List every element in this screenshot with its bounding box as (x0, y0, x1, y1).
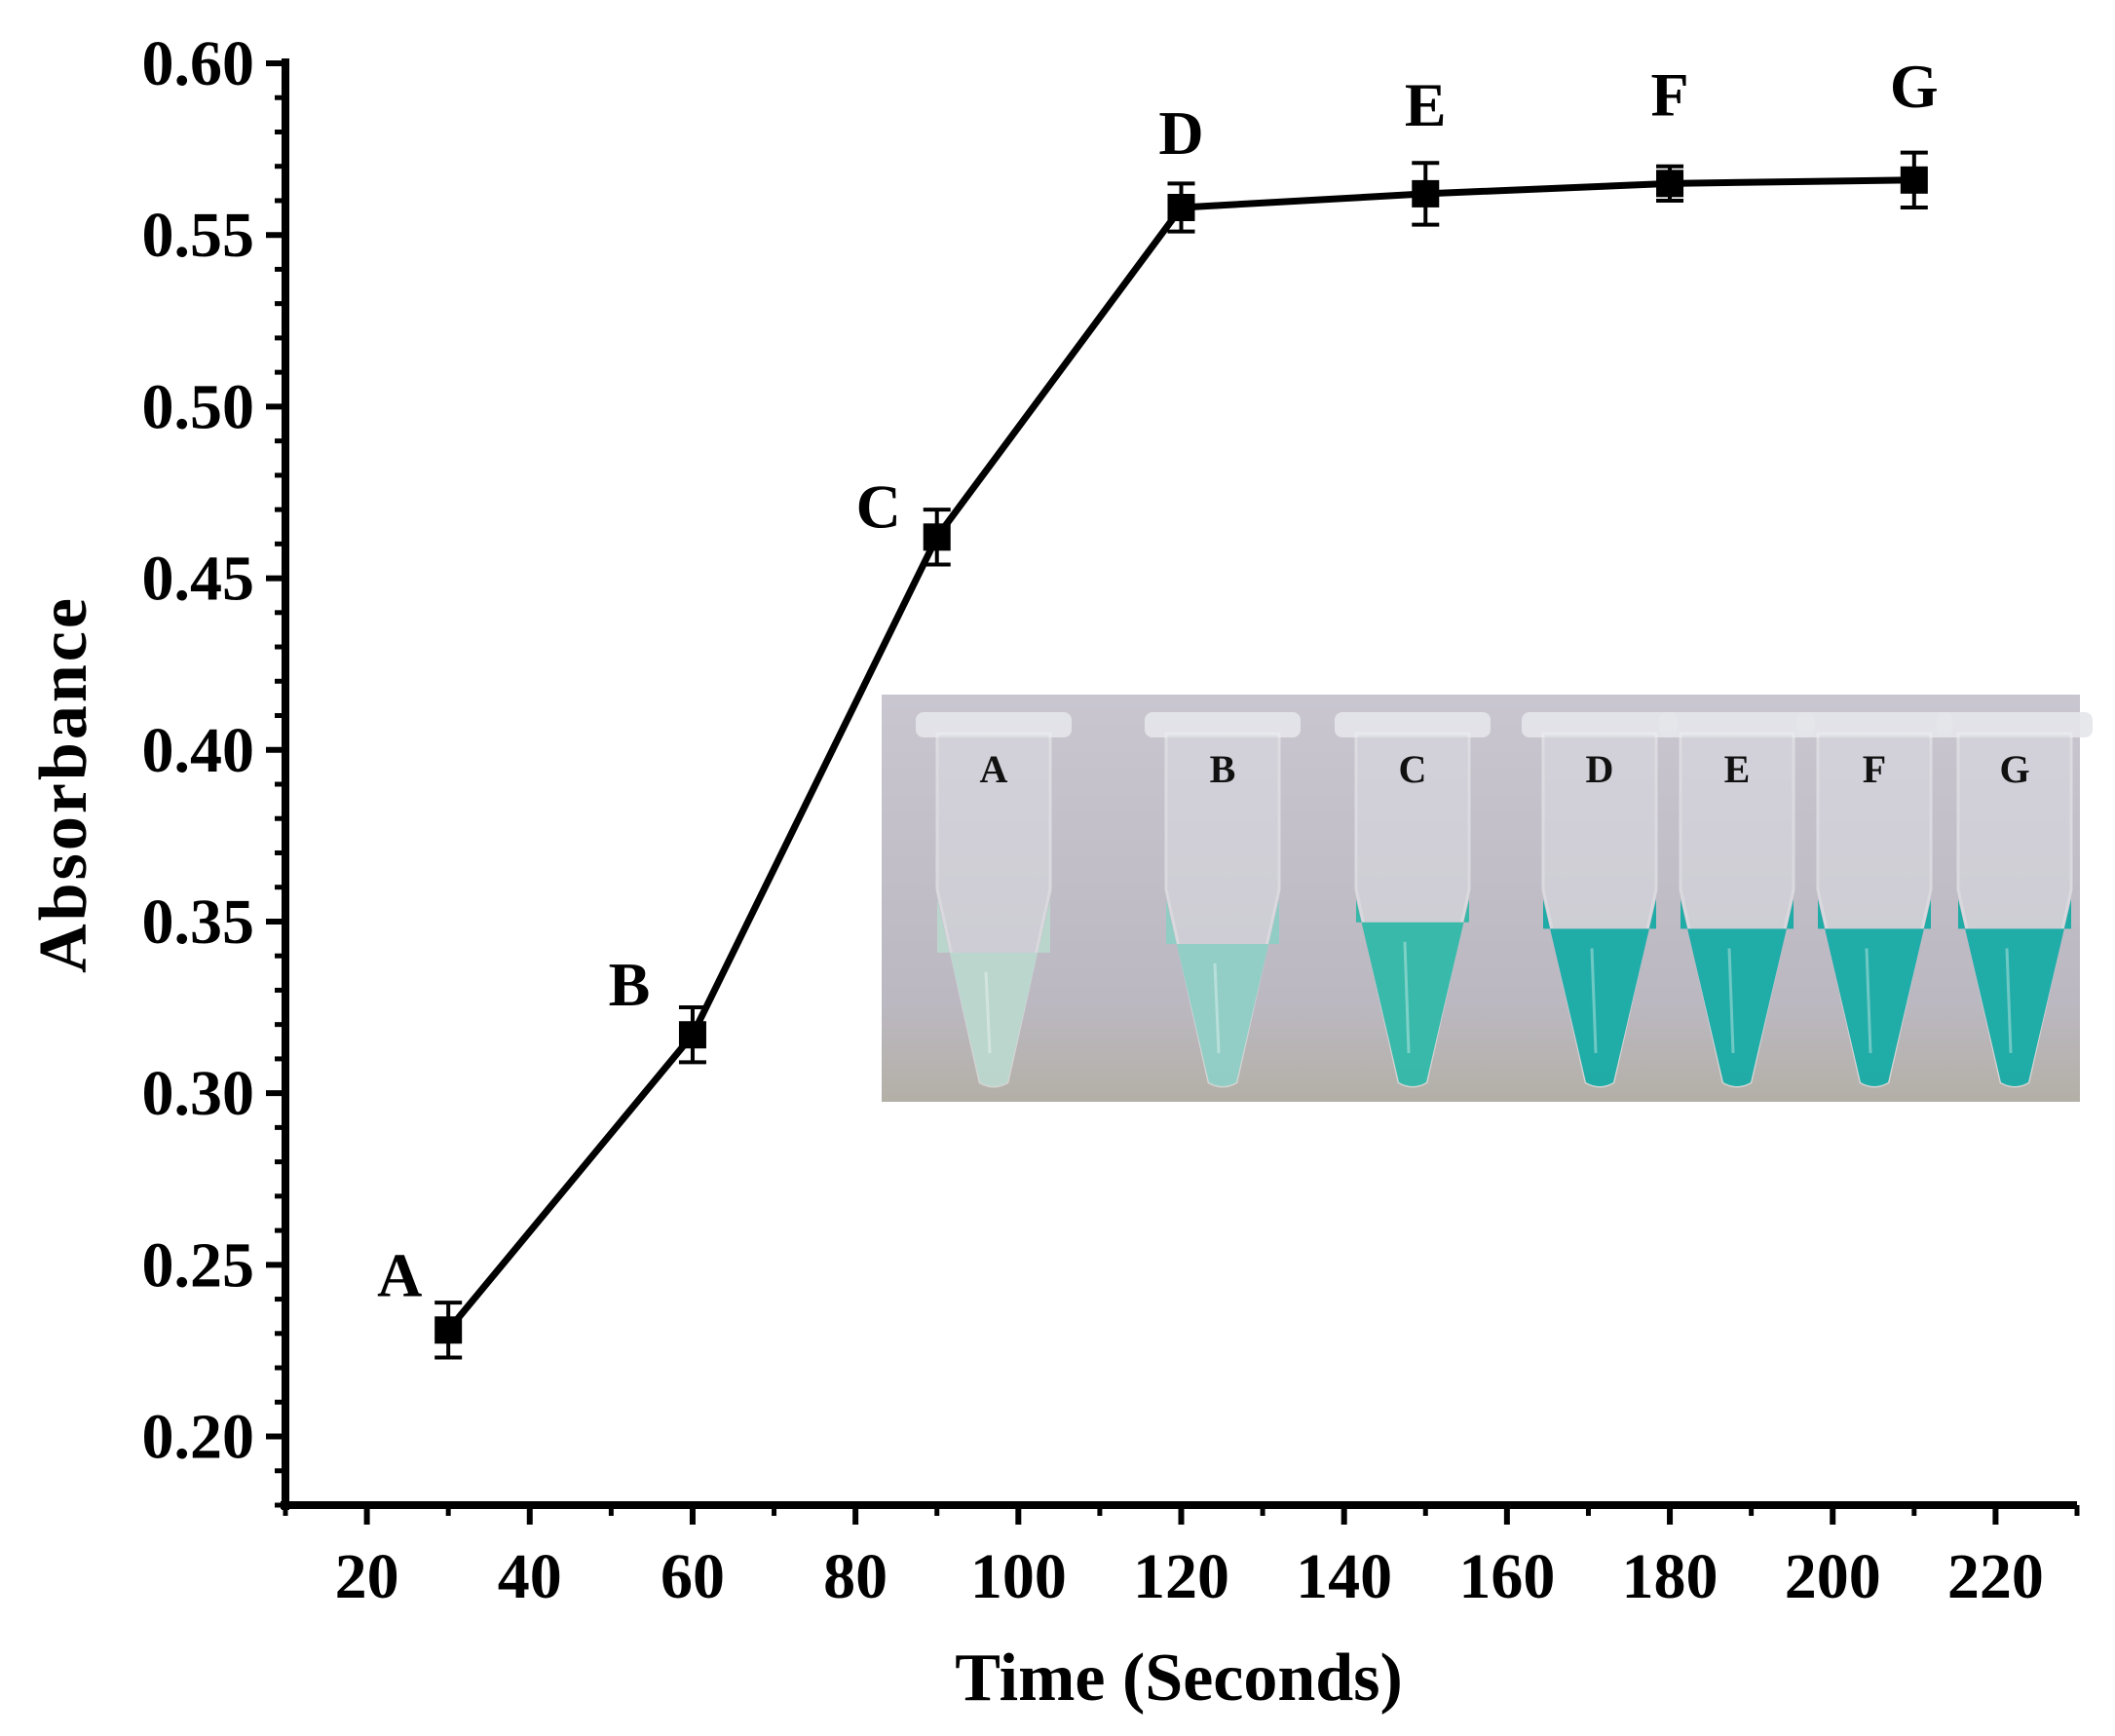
tube-cap (1937, 712, 2093, 737)
y-tick-label: 0.60 (142, 28, 255, 99)
data-point (1412, 179, 1440, 208)
data-point (923, 523, 951, 551)
series-absorbance: A B C D E F G (377, 52, 1939, 1360)
x-tick-label: 140 (1296, 1541, 1392, 1612)
tube-cap (1522, 712, 1678, 737)
tube-label: A (980, 747, 1008, 791)
data-point (1900, 166, 1928, 194)
point-label: G (1890, 52, 1939, 121)
tube-liquid (1958, 899, 2071, 1086)
tube-highlight (1590, 948, 1598, 1054)
tube-cap (916, 712, 1072, 737)
y-tick-label: 0.45 (142, 544, 255, 615)
tube-cap (1335, 712, 1491, 737)
tube-cap (1659, 712, 1815, 737)
y-axis-title: Absorbance (26, 595, 101, 973)
y-tick-label: 0.40 (142, 715, 255, 786)
tube: A (916, 712, 1072, 1088)
y-tick-label: 0.35 (142, 887, 255, 958)
x-tick-label: 60 (661, 1541, 725, 1612)
data-point (1656, 170, 1684, 198)
x-tick-label: 180 (1622, 1541, 1718, 1612)
tube: G (1937, 712, 2093, 1088)
x-tick-label: 200 (1785, 1541, 1881, 1612)
x-tick-label: 160 (1458, 1541, 1555, 1612)
y-tick-label: 0.50 (142, 371, 255, 442)
y-tick-label: 0.25 (142, 1229, 255, 1301)
tube-cap (1796, 712, 1952, 737)
x-tick-label: 120 (1133, 1541, 1229, 1612)
tube-highlight (1865, 948, 1872, 1054)
tube: B (1145, 712, 1301, 1088)
y-tick-label: 0.30 (142, 1058, 255, 1129)
data-point (678, 1021, 706, 1049)
tube-label: B (1210, 747, 1236, 791)
x-axis-title: Time (Seconds) (955, 1641, 1403, 1716)
tube: C (1335, 712, 1491, 1088)
y-axis-ticks: 0.20 0.25 0.30 0.35 0.40 0.45 0.50 0.55 0.60 (142, 28, 285, 1508)
tube-liquid (1681, 899, 1794, 1086)
y-tick-label: 0.55 (142, 200, 255, 271)
tube-liquid (1818, 899, 1931, 1086)
x-tick-label: 80 (823, 1541, 888, 1612)
y-tick-label: 0.20 (142, 1402, 255, 1473)
tube: F (1796, 712, 1952, 1088)
x-tick-label: 40 (498, 1541, 562, 1612)
tube-label: G (1999, 747, 2029, 791)
point-label: F (1650, 59, 1688, 129)
data-point (1167, 194, 1195, 221)
tube-liquid (937, 899, 1050, 1086)
tube-liquid (1166, 899, 1279, 1086)
x-axis-ticks: 20 40 60 80 100 120 140 160 180 200 220 (283, 1505, 2080, 1612)
point-label: C (856, 472, 901, 541)
inset-tube-photo: A B C D E F G (882, 695, 2093, 1102)
tube-highlight (984, 971, 992, 1054)
x-tick-label: 220 (1947, 1541, 2044, 1612)
tube-label: F (1863, 747, 1886, 791)
point-label: A (377, 1240, 422, 1309)
tube: D (1522, 712, 1678, 1088)
point-label: B (609, 950, 651, 1019)
tube-label: E (1724, 747, 1751, 791)
tube: E (1659, 712, 1815, 1088)
point-label: D (1158, 98, 1203, 168)
tube-highlight (1727, 948, 1735, 1054)
data-point (434, 1316, 463, 1344)
tube-liquid (1356, 899, 1469, 1086)
x-tick-label: 20 (335, 1541, 399, 1612)
tube-highlight (1213, 962, 1221, 1054)
tube-highlight (1403, 941, 1411, 1054)
tube-liquid (1543, 899, 1656, 1086)
x-tick-label: 100 (970, 1541, 1067, 1612)
tube-label: C (1399, 747, 1427, 791)
point-label: E (1405, 70, 1447, 139)
tube-highlight (2005, 948, 2013, 1054)
tube-label: D (1586, 747, 1614, 791)
tube-cap (1145, 712, 1301, 737)
